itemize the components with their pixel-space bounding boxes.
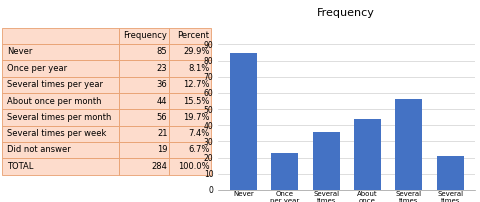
Bar bbox=[271, 153, 298, 190]
Bar bbox=[312, 132, 339, 190]
Text: Frequency: Frequency bbox=[317, 8, 374, 18]
Bar bbox=[230, 53, 257, 190]
Bar bbox=[354, 119, 381, 190]
Bar bbox=[396, 99, 422, 190]
Bar bbox=[437, 156, 464, 190]
